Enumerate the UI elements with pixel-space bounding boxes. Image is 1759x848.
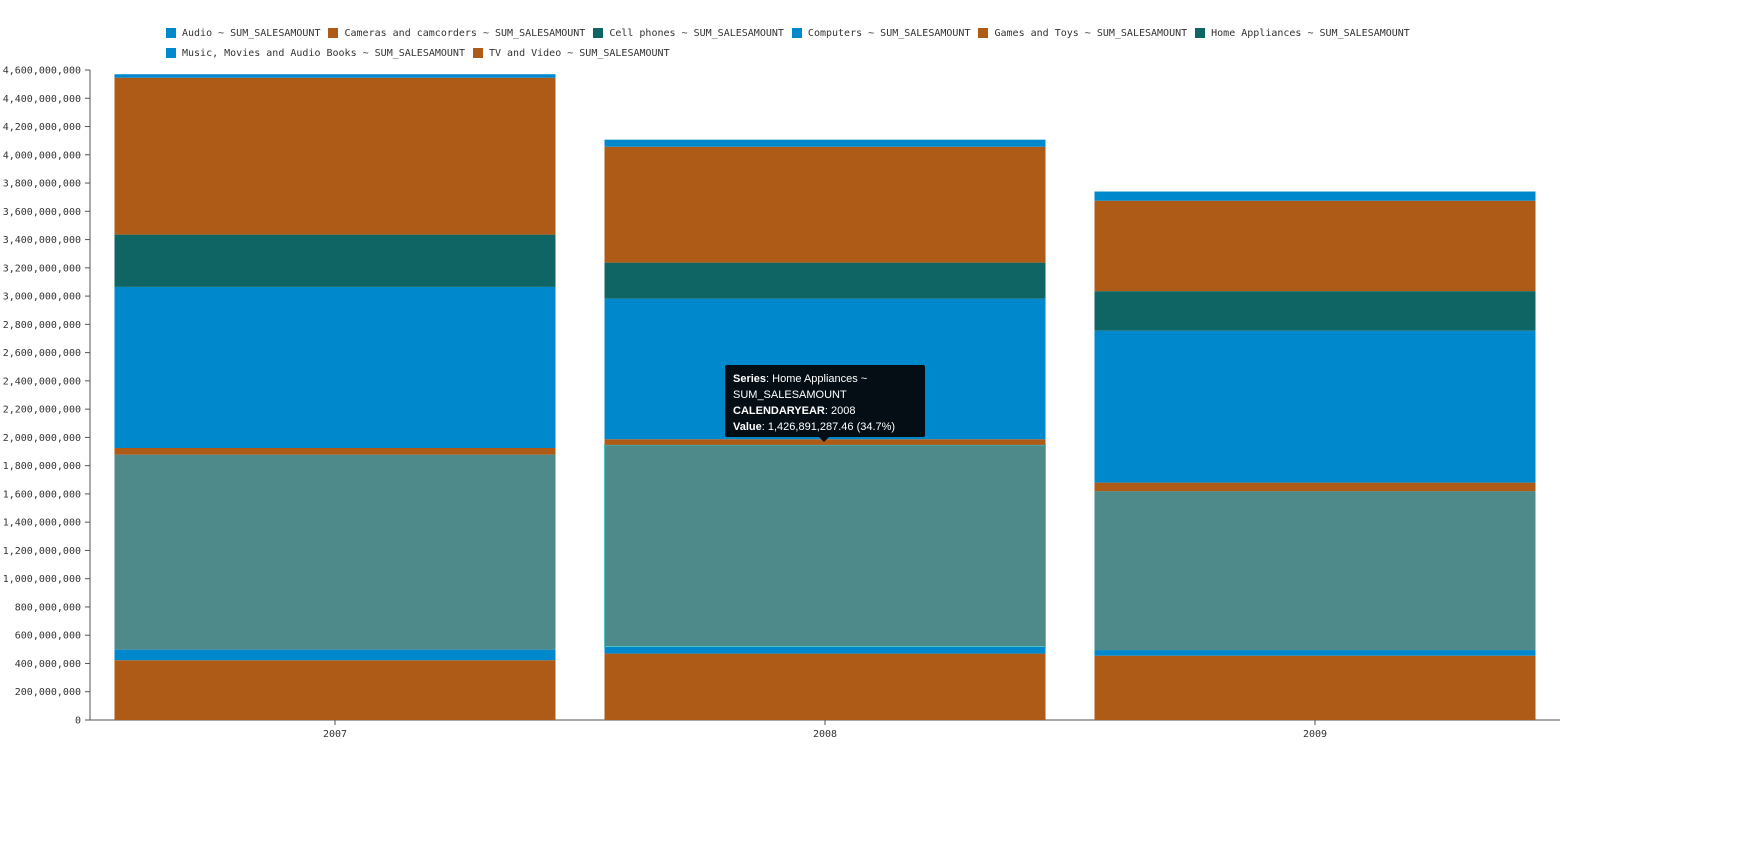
bar-segment[interactable] xyxy=(1094,491,1536,651)
y-tick-label: 3,400,000,000 xyxy=(3,235,81,246)
tooltip-arrow xyxy=(819,437,829,442)
y-tick-label: 1,200,000,000 xyxy=(3,546,81,557)
bar-segment[interactable] xyxy=(1094,482,1536,492)
tooltip-year-line: CALENDARYEAR: 2008 xyxy=(733,405,856,417)
bar-segment[interactable] xyxy=(114,649,556,661)
legend-swatch xyxy=(166,28,176,38)
bar-segment[interactable] xyxy=(604,439,1046,445)
legend-item[interactable]: Games and Toys ~ SUM_SALESAMOUNT xyxy=(978,23,1187,43)
legend-label: Cell phones ~ SUM_SALESAMOUNT xyxy=(609,27,784,39)
legend: Audio ~ SUM_SALESAMOUNT Cameras and camco… xyxy=(166,23,1566,63)
tooltip-series-line: Series: Home Appliances ~ SUM_SALESAMOUN… xyxy=(733,373,868,401)
y-tick-label: 600,000,000 xyxy=(15,631,81,642)
legend-item[interactable]: TV and Video ~ SUM_SALESAMOUNT xyxy=(472,43,670,63)
bar-segment[interactable] xyxy=(1094,650,1536,656)
bar-segment[interactable] xyxy=(1094,200,1536,292)
y-tick-label: 0 xyxy=(75,716,81,727)
y-tick-label: 2,000,000,000 xyxy=(3,433,81,444)
bar-segment[interactable] xyxy=(114,77,556,235)
y-tick-label: 2,400,000,000 xyxy=(3,376,81,387)
legend-swatch xyxy=(472,48,483,58)
legend-label: Music, Movies and Audio Books ~ SUM_SALE… xyxy=(182,47,465,59)
legend-item[interactable]: Music, Movies and Audio Books ~ SUM_SALE… xyxy=(166,43,465,63)
y-tick-label: 2,200,000,000 xyxy=(3,405,81,416)
legend-item[interactable]: Home Appliances ~ SUM_SALESAMOUNT xyxy=(1195,23,1410,43)
bar-segment[interactable] xyxy=(114,234,556,287)
y-tick-label: 3,800,000,000 xyxy=(3,179,81,190)
bar-segment[interactable] xyxy=(604,146,1046,263)
bar-segment[interactable] xyxy=(114,454,556,650)
legend-label: Home Appliances ~ SUM_SALESAMOUNT xyxy=(1211,27,1410,39)
y-tick-label: 1,600,000,000 xyxy=(3,489,81,500)
legend-item[interactable]: Audio ~ SUM_SALESAMOUNT xyxy=(166,23,320,43)
bar-segment[interactable] xyxy=(604,646,1046,654)
legend-label: Audio ~ SUM_SALESAMOUNT xyxy=(182,27,321,39)
x-tick-label: 2008 xyxy=(813,729,837,740)
legend-label: Cameras and camcorders ~ SUM_SALESAMOUNT xyxy=(344,27,586,39)
legend-swatch xyxy=(593,28,604,38)
tooltip-value-value: 1,426,891,287.46 (34.7%) xyxy=(767,421,896,433)
bar-segment[interactable] xyxy=(1094,330,1536,483)
tooltip-value-line: Value: 1,426,891,287.46 (34.7%) xyxy=(733,421,896,433)
tooltip-year-key: CALENDARYEAR xyxy=(733,405,825,417)
legend-item[interactable]: Cell phones ~ SUM_SALESAMOUNT xyxy=(593,23,784,43)
bar-segment[interactable] xyxy=(114,660,556,720)
y-tick-label: 1,000,000,000 xyxy=(3,574,81,585)
y-tick-label: 2,800,000,000 xyxy=(3,320,81,331)
bar-segment[interactable] xyxy=(1094,291,1536,331)
y-tick-label: 4,000,000,000 xyxy=(3,150,81,161)
legend-label: TV and Video ~ SUM_SALESAMOUNT xyxy=(488,47,670,59)
y-tick-label: 800,000,000 xyxy=(15,602,81,613)
y-tick-label: 3,600,000,000 xyxy=(3,207,81,218)
bar-segment[interactable] xyxy=(114,286,556,448)
y-tick-label: 3,000,000,000 xyxy=(3,292,81,303)
legend-swatch xyxy=(978,28,989,38)
bar-segment[interactable] xyxy=(604,444,1046,648)
bar-segment[interactable] xyxy=(604,262,1046,299)
bar-segment[interactable] xyxy=(114,447,556,455)
bar-segment[interactable] xyxy=(114,74,556,78)
bar-segment[interactable] xyxy=(604,139,1046,147)
legend-swatch xyxy=(166,48,176,58)
legend-label: Games and Toys ~ SUM_SALESAMOUNT xyxy=(994,27,1188,39)
y-tick-label: 1,400,000,000 xyxy=(3,518,81,529)
y-tick-label: 4,400,000,000 xyxy=(3,94,81,105)
tooltip-series-key: Series xyxy=(733,373,767,385)
tooltip-year-value: 2008 xyxy=(831,405,856,417)
y-tick-label: 3,200,000,000 xyxy=(3,263,81,274)
y-tick-label: 400,000,000 xyxy=(15,659,81,670)
legend-swatch xyxy=(328,28,339,38)
tooltip-value-key: Value xyxy=(733,421,762,433)
y-tick-label: 200,000,000 xyxy=(15,687,81,698)
bar-segment[interactable] xyxy=(1094,655,1536,720)
y-tick-label: 4,600,000,000 xyxy=(3,66,81,77)
y-tick-label: 4,200,000,000 xyxy=(3,122,81,133)
bar-segment[interactable] xyxy=(1094,191,1536,201)
legend-swatch xyxy=(791,28,802,38)
legend-item[interactable]: Cameras and camcorders ~ SUM_SALESAMOUNT xyxy=(328,23,585,43)
tooltip-series-value: Home Appliances ~ SUM_SALESAMOUNT xyxy=(733,373,868,401)
bar-segment[interactable] xyxy=(604,653,1046,720)
legend-label: Computers ~ SUM_SALESAMOUNT xyxy=(807,27,971,39)
x-tick-label: 2007 xyxy=(323,729,347,740)
x-tick-label: 2009 xyxy=(1303,729,1327,740)
y-tick-label: 1,800,000,000 xyxy=(3,461,81,472)
tooltip: Series: Home Appliances ~ SUM_SALESAMOUN… xyxy=(725,365,925,437)
y-tick-label: 2,600,000,000 xyxy=(3,348,81,359)
legend-swatch xyxy=(1195,28,1206,38)
legend-item[interactable]: Computers ~ SUM_SALESAMOUNT xyxy=(791,23,971,43)
